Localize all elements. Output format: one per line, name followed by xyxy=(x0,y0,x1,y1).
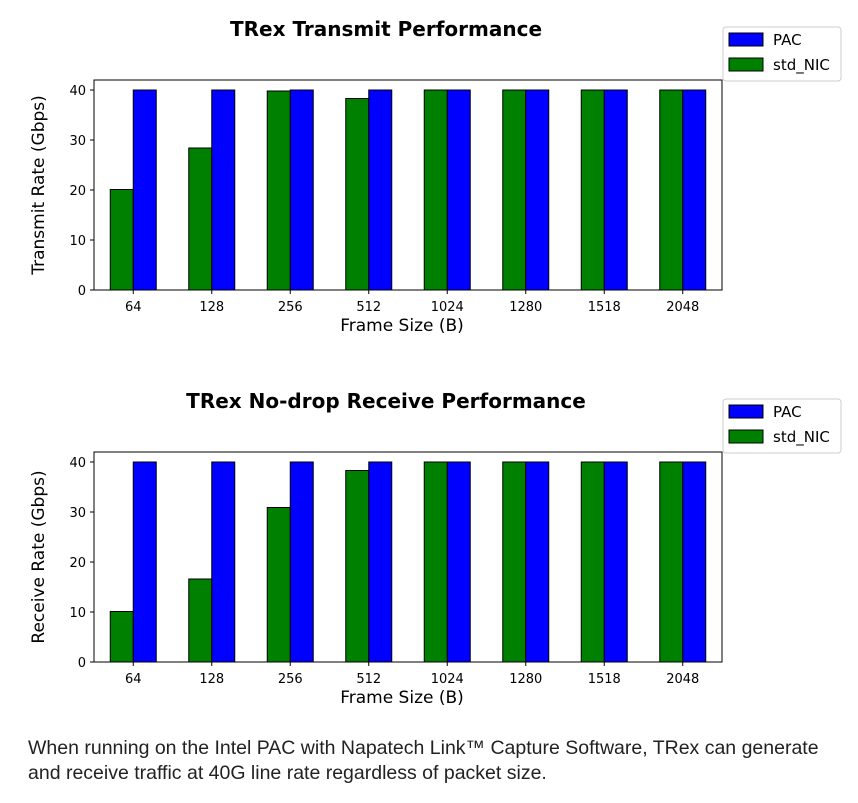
receive-title: TRex No-drop Receive Performance xyxy=(186,389,586,413)
transmit-ytick-label-0: 0 xyxy=(78,284,86,299)
receive-legend-label-pac: PAC xyxy=(773,403,802,421)
transmit-bar-std-nic-1518 xyxy=(580,89,605,291)
transmit-ytick-label-40: 40 xyxy=(69,84,86,99)
transmit-legend-swatch-pac xyxy=(728,32,764,47)
transmit-title: TRex Transmit Performance xyxy=(230,17,542,41)
receive-legend-swatch-std-nic xyxy=(728,429,764,444)
receive-xtick-label-512: 512 xyxy=(356,672,381,687)
transmit-bar-std-nic-64 xyxy=(109,189,134,291)
transmit-legend-label-std-nic: std_NIC xyxy=(773,56,830,75)
transmit-plot-frame xyxy=(93,79,723,291)
receive-ytick-label-30: 30 xyxy=(69,506,86,521)
transmit-ytick-label-10: 10 xyxy=(69,234,86,249)
receive-plot-frame xyxy=(93,451,723,663)
transmit-xtick-label-128: 128 xyxy=(199,300,224,315)
transmit-bar-std-nic-1280 xyxy=(502,89,527,291)
receive-xtick-label-1024: 1024 xyxy=(431,672,464,687)
receive-bar-pac-2048 xyxy=(682,461,707,663)
transmit-legend-swatch-std-nic xyxy=(728,57,764,72)
receive-xtick-label-1280: 1280 xyxy=(509,672,542,687)
receive-bar-std-nic-256 xyxy=(266,507,291,663)
receive-legend: PAC std_NIC xyxy=(722,398,842,454)
transmit-bar-std-nic-2048 xyxy=(659,89,684,291)
receive-legend-label-std-nic: std_NIC xyxy=(773,428,830,447)
transmit-y-axis-label: Transmit Rate (Gbps) xyxy=(29,95,49,276)
transmit-chart: TRex Transmit Performance 64 128 256 512 1024… xyxy=(29,17,842,336)
transmit-xtick-label-256: 256 xyxy=(278,300,303,315)
receive-bar-pac-512 xyxy=(368,461,393,663)
transmit-bar-pac-256 xyxy=(289,89,314,291)
transmit-bar-pac-1518 xyxy=(603,89,628,291)
transmit-xtick-label-2048: 2048 xyxy=(666,300,699,315)
transmit-bar-pac-64 xyxy=(132,89,157,291)
transmit-xtick-label-1518: 1518 xyxy=(588,300,621,315)
transmit-bar-pac-2048 xyxy=(682,89,707,291)
transmit-bar-pac-1024 xyxy=(446,89,471,291)
transmit-bar-std-nic-512 xyxy=(345,98,370,291)
transmit-bar-pac-512 xyxy=(368,89,393,291)
receive-bar-std-nic-512 xyxy=(345,470,370,663)
receive-xtick-label-256: 256 xyxy=(278,672,303,687)
receive-bar-pac-64 xyxy=(132,461,157,663)
transmit-bar-pac-128 xyxy=(211,89,236,291)
transmit-ytick-label-30: 30 xyxy=(69,134,86,149)
receive-x-axis-label: Frame Size (B) xyxy=(340,688,464,708)
transmit-bar-std-nic-128 xyxy=(188,147,213,291)
transmit-legend-label-pac: PAC xyxy=(773,31,802,49)
receive-ytick-label-40: 40 xyxy=(69,456,86,471)
receive-legend-swatch-pac xyxy=(728,404,764,419)
caption-text: When running on the Intel PAC with Napat… xyxy=(28,737,819,784)
receive-ytick-label-0: 0 xyxy=(78,656,86,671)
transmit-xtick-label-1024: 1024 xyxy=(431,300,464,315)
receive-bar-pac-1518 xyxy=(603,461,628,663)
receive-chart: TRex No-drop Receive Performance 64 128 256… xyxy=(29,389,842,708)
receive-bar-std-nic-1024 xyxy=(423,461,448,663)
receive-bar-pac-1024 xyxy=(446,461,471,663)
receive-y-axis-label: Receive Rate (Gbps) xyxy=(29,470,49,643)
transmit-xtick-label-1280: 1280 xyxy=(509,300,542,315)
transmit-x-axis-label: Frame Size (B) xyxy=(340,316,464,336)
receive-xtick-label-128: 128 xyxy=(199,672,224,687)
receive-bar-std-nic-2048 xyxy=(659,461,684,663)
receive-bar-pac-128 xyxy=(211,461,236,663)
receive-bar-std-nic-1518 xyxy=(580,461,605,663)
transmit-bar-std-nic-256 xyxy=(266,90,291,291)
receive-xtick-label-1518: 1518 xyxy=(588,672,621,687)
transmit-ytick-label-20: 20 xyxy=(69,184,86,199)
transmit-xtick-label-64: 64 xyxy=(125,300,142,315)
receive-xtick-label-2048: 2048 xyxy=(666,672,699,687)
receive-bar-pac-256 xyxy=(289,461,314,663)
transmit-bar-std-nic-1024 xyxy=(423,89,448,291)
transmit-bar-pac-1280 xyxy=(525,89,550,291)
receive-bar-std-nic-128 xyxy=(188,578,213,663)
receive-ytick-label-10: 10 xyxy=(69,606,86,621)
receive-xtick-label-64: 64 xyxy=(125,672,142,687)
transmit-xtick-label-512: 512 xyxy=(356,300,381,315)
receive-ytick-label-20: 20 xyxy=(69,556,86,571)
receive-bar-std-nic-1280 xyxy=(502,461,527,663)
receive-bar-pac-1280 xyxy=(525,461,550,663)
transmit-legend: PAC std_NIC xyxy=(722,26,842,82)
receive-bar-std-nic-64 xyxy=(109,611,134,663)
